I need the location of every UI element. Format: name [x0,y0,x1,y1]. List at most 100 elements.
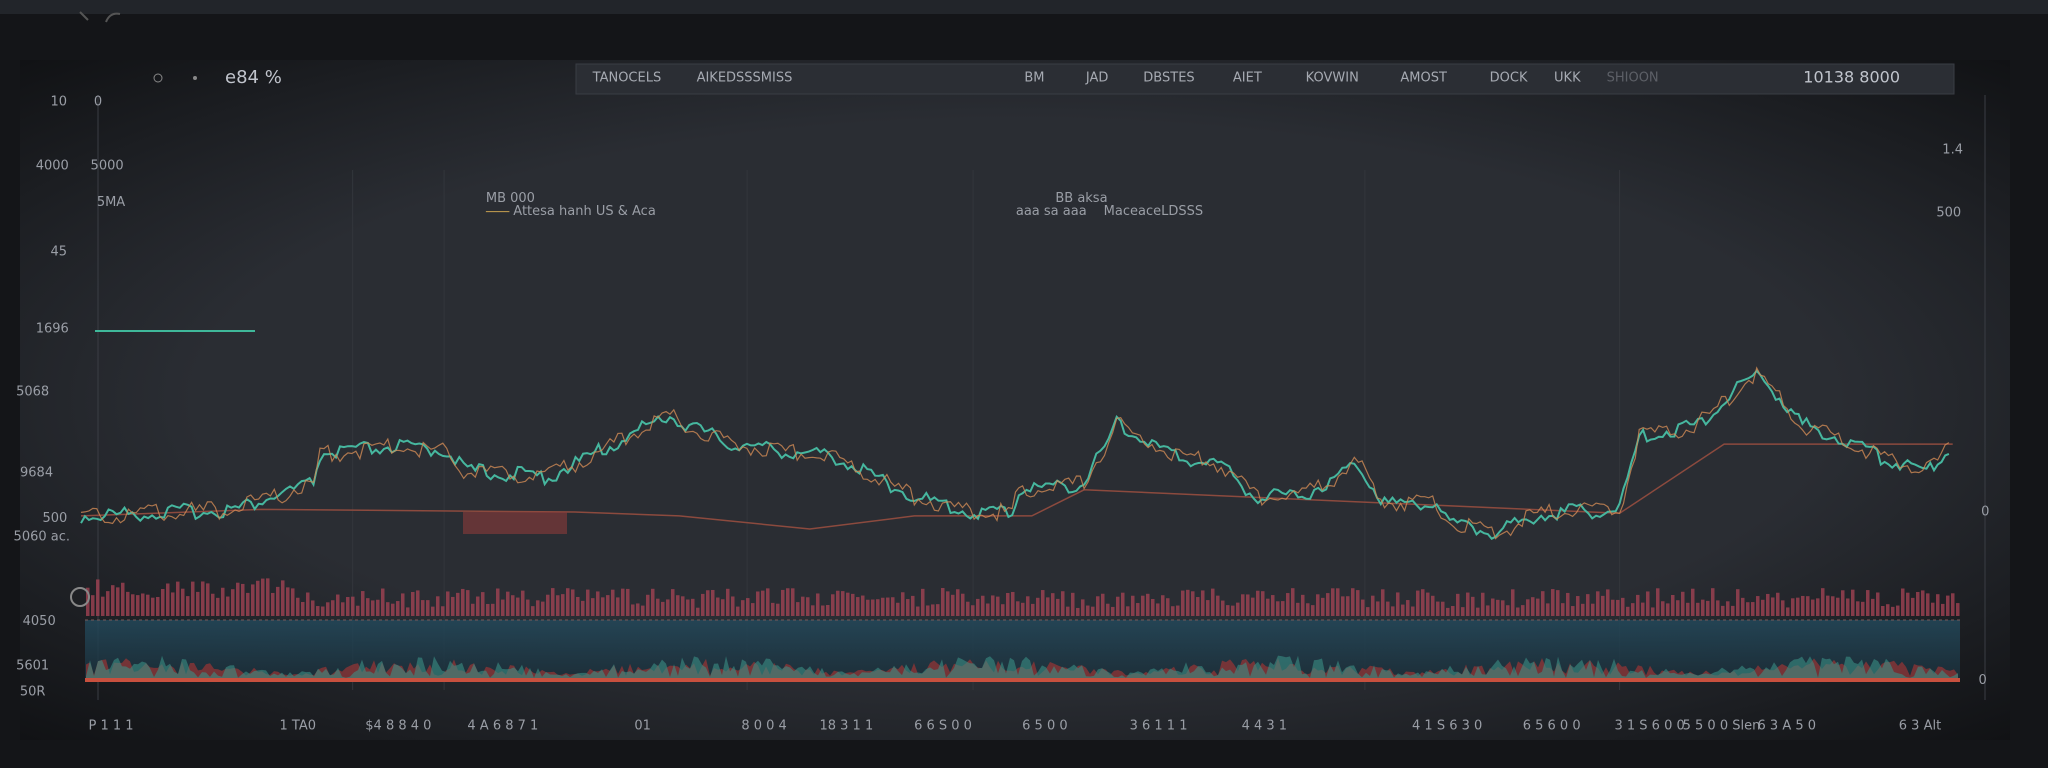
volume-bar [231,589,235,616]
volume-bar [1021,602,1025,616]
volume-bar [1356,590,1360,616]
tab[interactable]: DOCK [1490,71,1528,86]
volume-bar [1476,607,1480,616]
x-axis-label: 3 1 S 6 0 0 [1614,719,1684,734]
volume-bar [1486,605,1490,616]
volume-bar [336,594,340,616]
volume-bar [546,594,550,616]
volume-bar [1036,597,1040,616]
volume-bar [1096,596,1100,616]
legend-label: MaceaceLDSSS [1104,204,1203,219]
price-overlay [80,366,1950,540]
volume-bar [621,588,625,616]
tab[interactable]: UKK [1554,71,1581,86]
volume-bar [1626,606,1630,616]
volume-bar [1871,598,1875,616]
x-axis-label: 6 6 S 0 0 [914,719,972,734]
volume-bar [1221,600,1225,616]
y-axis-label: 5000 [91,158,124,173]
volume-bar [831,594,835,616]
volume-bar [1826,595,1830,616]
volume-bar [1216,595,1220,616]
volume-bar [601,597,605,616]
volume-bar [816,593,820,616]
volume-bar [961,593,965,616]
volume-bar [1586,594,1590,616]
volume-bar [591,598,595,616]
volume-bar [1161,595,1165,616]
volume-bar [606,595,610,616]
volume-bar [251,584,255,616]
volume-bar [926,605,930,616]
volume-bar [1166,598,1170,616]
tab[interactable]: AIET [1233,71,1262,86]
volume-bar [1941,603,1945,616]
volume-bar [1301,594,1305,616]
volume-bar [271,592,275,616]
volume-bar [1436,601,1440,616]
volume-bar [1691,588,1695,616]
icon[interactable] [193,76,197,80]
volume-bar [1631,603,1635,616]
tab[interactable]: JAD [1085,71,1109,86]
volume-bar [421,600,425,616]
tab[interactable]: KOVWIN [1306,71,1359,86]
volume-bar [676,595,680,616]
volume-bar [416,590,420,616]
volume-bar [101,596,105,616]
x-axis-label: $4 8 8 4 0 [365,719,431,734]
tab[interactable]: BM [1024,71,1044,86]
volume-bar [471,603,475,616]
volume-bar [126,591,130,616]
volume-bar [1206,600,1210,616]
volume-bar [876,599,880,616]
volume-bar [886,597,890,616]
volume-bar [1781,600,1785,616]
volume-bar [936,604,940,616]
volume-bar [1531,597,1535,616]
volume-bar [286,587,290,616]
volume-bar [951,594,955,616]
volume-bar [1716,600,1720,616]
y-axis-label: 9684 [20,465,53,480]
tab[interactable]: AMOST [1400,71,1447,86]
tab[interactable]: AIKEDSSSMISS [697,71,793,86]
volume-bar [371,600,375,616]
y-axis-label: 45 [51,245,68,260]
volume-bar [1236,602,1240,616]
volume-bar [1746,602,1750,616]
volume-bar [1321,597,1325,616]
volume-bar [1811,599,1815,616]
volume-bar [1341,596,1345,616]
legend-label: Attesa hanh US & Aca [513,204,656,219]
volume-bar [176,581,180,616]
volume-bar [1031,603,1035,616]
volume-bar [1251,597,1255,616]
volume-bar [1011,591,1015,616]
volume-bar [691,598,695,616]
volume-bar [1286,593,1290,616]
volume-bar [1231,605,1235,616]
legend-label: MB 000 [486,191,535,206]
volume-bar [1426,592,1430,616]
tab[interactable]: DBSTES [1143,71,1194,86]
volume-bar [1686,602,1690,616]
volume-bar [1466,592,1470,616]
tab[interactable]: TANOCELS [592,71,662,86]
settings-icon[interactable] [70,587,90,607]
toolbar-icons[interactable] [79,11,121,23]
volume-bar [1241,594,1245,616]
tab[interactable]: SHIOON [1607,71,1659,86]
x-axis-label: 6 3 A 5 0 [1758,719,1817,734]
volume-bar [996,596,1000,616]
volume-bar [1401,604,1405,616]
icon[interactable] [153,73,163,83]
volume-bar [1846,598,1850,616]
volume-bar [1496,599,1500,616]
volume-bar [331,600,335,616]
volume-bar [461,588,465,616]
volume-bar [246,592,250,616]
volume-bar [741,600,745,616]
volume-bar [1921,590,1925,616]
